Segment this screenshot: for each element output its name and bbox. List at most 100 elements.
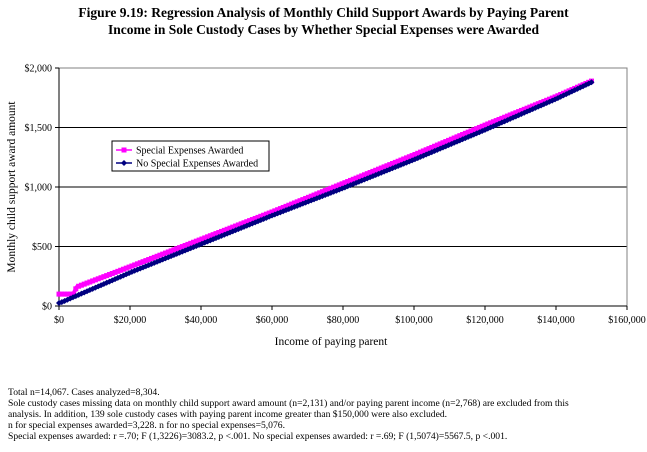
legend-label-0: Special Expenses Awarded [136,146,243,157]
x-tick-label-1: $20,000 [114,315,147,326]
point-special-78 [275,207,281,213]
point-special-135 [434,142,440,148]
point-special-138 [443,139,449,145]
point-special-170 [532,102,538,108]
point-special-24 [123,265,129,271]
point-special-34 [151,254,157,260]
point-special-70 [252,215,258,221]
point-special-12 [90,278,96,284]
legend: Special Expenses Awarded No Special Expen… [111,140,270,172]
point-special-81 [283,203,289,209]
point-no-special-1 [58,299,65,306]
point-special-17 [104,273,110,279]
point-special-55 [210,232,216,238]
point-special-19 [109,270,115,276]
point-special-51 [199,236,205,242]
point-special-165 [518,107,524,113]
point-special-25 [126,264,132,270]
point-special-33 [148,255,154,261]
point-special-127 [412,151,418,157]
point-special-156 [493,118,499,124]
point-special-99 [333,183,339,189]
point-special-103 [345,179,351,185]
point-special-68 [247,218,253,224]
point-special-65 [238,221,244,227]
point-special-80 [280,204,286,210]
point-special-45 [182,242,188,248]
point-no-special-39 [165,254,172,261]
point-special-49 [193,238,199,244]
point-special-64 [235,222,241,228]
point-special-112 [370,168,376,174]
point-special-120 [392,159,398,165]
point-special-46 [185,241,191,247]
point-special-149 [474,126,480,132]
point-special-118 [387,162,393,168]
point-special-35 [154,253,160,259]
point-special-29 [137,260,143,266]
point-special-155 [490,119,496,125]
point-special-106 [353,175,359,181]
point-special-74 [263,211,269,217]
x-tick-label-7: $140,000 [537,315,575,326]
point-special-56 [213,231,219,237]
point-special-44 [179,244,185,250]
point-special-88 [303,195,309,201]
point-special-151 [479,123,485,129]
point-special-5 [70,291,76,297]
point-special-37 [160,251,166,257]
footnote-exclusions: Sole custody cases missing data on month… [8,397,569,409]
point-special-87 [300,197,306,203]
point-special-85 [294,199,300,205]
y-tick-label-3: $1,500 [25,123,53,134]
y-tick-label-1: $500 [32,242,52,253]
point-no-special-190 [588,79,595,86]
point-special-123 [401,156,407,162]
point-special-110 [364,171,370,177]
point-special-22 [118,267,124,273]
point-special-124 [404,155,410,161]
point-special-167 [524,105,530,111]
y-axis-label: Monthly child support award amount [6,101,18,273]
point-special-60 [224,226,230,232]
chart-title: Figure 9.19: Regression Analysis of Mont… [0,4,647,38]
point-special-77 [272,208,278,214]
point-special-148 [471,127,477,133]
point-special-117 [384,163,390,169]
point-special-129 [418,149,424,155]
point-special-163 [513,110,519,116]
point-special-83 [289,201,295,207]
point-special-73 [261,212,267,218]
point-special-161 [507,112,513,118]
point-special-125 [406,154,412,160]
point-special-58 [219,228,225,234]
point-special-136 [437,141,443,147]
point-special-101 [339,181,345,187]
footnote-group-sizes: n for special expenses awarded=3,228. n … [8,419,285,431]
point-special-48 [191,239,197,245]
point-special-140 [448,136,454,142]
footnote-totals: Total n=14,067. Cases analyzed=8,304. [8,387,160,398]
point-special-61 [227,225,233,231]
y-tick-label-4: $2,000 [25,64,53,75]
x-tick-label-6: $120,000 [466,315,504,326]
point-special-3 [64,291,70,297]
point-special-86 [297,198,303,204]
point-special-113 [373,167,379,173]
point-special-13 [92,277,98,283]
point-special-84 [291,200,297,206]
point-special-94 [319,189,325,195]
point-special-100 [336,182,342,188]
point-special-41 [171,247,177,253]
point-special-50 [196,237,202,243]
point-special-0 [56,291,62,297]
point-special-2 [62,291,68,297]
point-special-62 [230,224,236,230]
point-special-18 [106,272,112,278]
y-tick-label-0: $0 [42,302,52,313]
point-special-53 [205,234,211,240]
point-special-142 [454,134,460,140]
x-tick-label-2: $40,000 [185,315,218,326]
point-special-141 [451,135,457,141]
point-special-154 [488,120,494,126]
